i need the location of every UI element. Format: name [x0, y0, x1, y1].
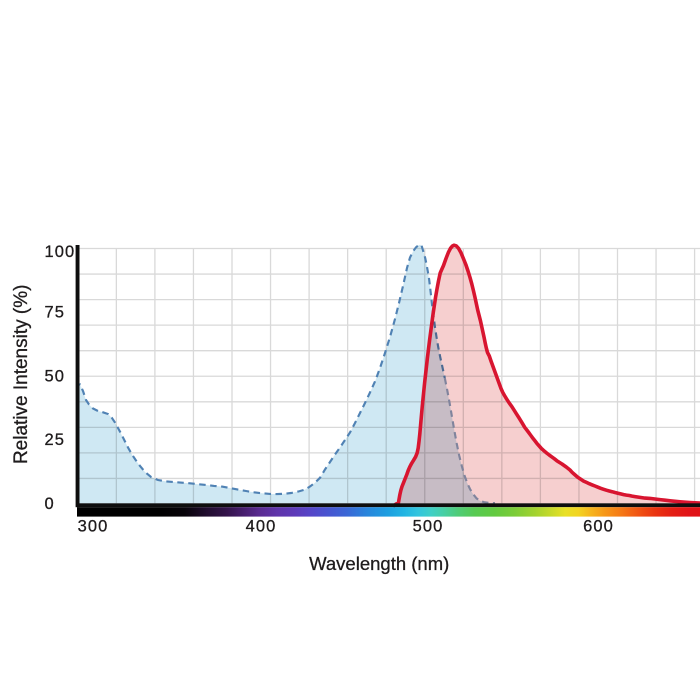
svg-text:50: 50: [45, 367, 66, 385]
svg-text:500: 500: [413, 517, 444, 535]
svg-text:Wavelength (nm): Wavelength (nm): [309, 553, 449, 574]
svg-text:25: 25: [45, 431, 66, 449]
svg-text:Relative Intensity (%): Relative Intensity (%): [11, 285, 32, 465]
svg-text:100: 100: [45, 243, 76, 261]
svg-text:75: 75: [45, 303, 66, 321]
svg-text:0: 0: [45, 495, 55, 513]
svg-text:300: 300: [78, 517, 109, 535]
svg-text:600: 600: [583, 517, 614, 535]
svg-text:400: 400: [246, 517, 277, 535]
